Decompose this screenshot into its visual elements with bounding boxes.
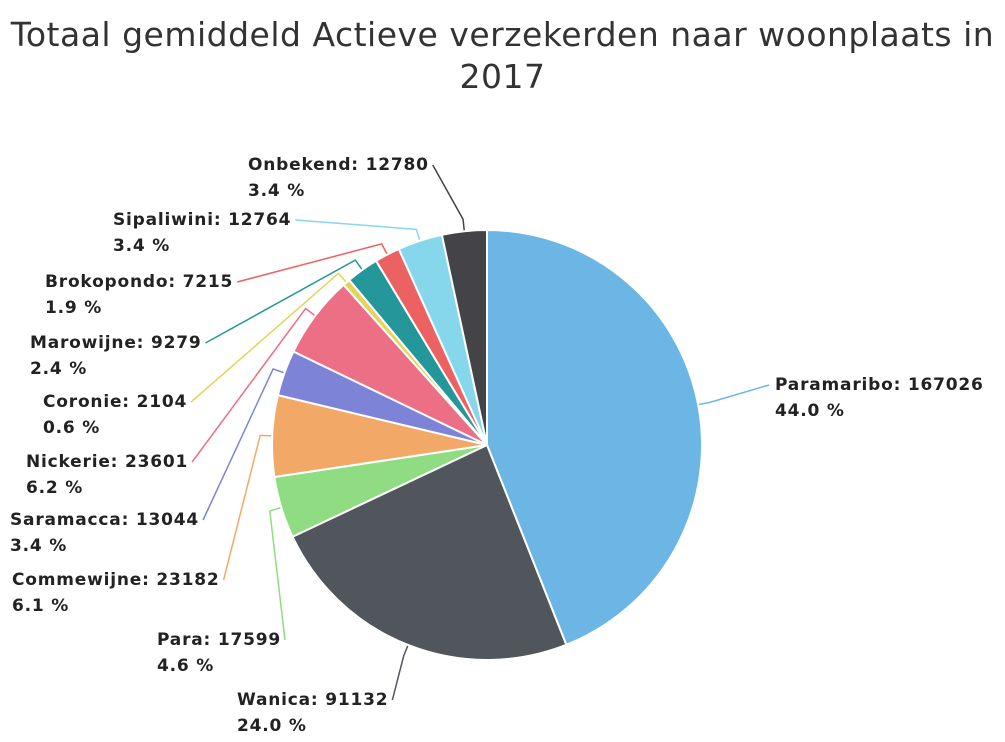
data-label: Onbekend: 12780 [248,155,429,175]
connector [698,384,770,406]
data-label-percent: 6.2 % [26,478,83,498]
pie-slice [440,228,488,446]
connector [222,434,273,581]
data-label-percent: 1.9 % [45,298,102,318]
data-label: Commewijne: 23182 [12,570,220,590]
connector [432,164,466,232]
connector [236,243,388,283]
connector [295,219,421,241]
connector [205,259,363,344]
data-label: Brokopondo: 7215 [45,272,233,292]
data-label-percent: 3.4 % [113,236,170,256]
connector [202,367,285,521]
data-label: Saramacca: 13044 [10,510,199,530]
data-label-percent: 3.4 % [10,536,67,556]
connector [391,644,409,701]
data-label: Sipaliwini: 12764 [113,210,291,230]
connector [190,272,347,403]
data-label-percent: 44.0 % [775,401,845,421]
data-label: Marowijne: 9279 [30,333,201,353]
data-label-percent: 24.0 % [237,716,307,736]
data-label-percent: 3.4 % [248,181,305,201]
pie-slice [291,443,568,661]
data-label-percent: 0.6 % [43,418,100,438]
slices [271,228,703,661]
connectors [190,164,770,701]
data-label-percent: 4.6 % [157,656,214,676]
data-label-percent: 2.4 % [30,359,87,379]
chart-title: Totaal gemiddeld Actieve verzekerden naa… [10,15,995,96]
data-label-percent: 6.1 % [12,596,69,616]
data-label: Wanica: 91132 [237,690,388,710]
data-label: Para: 17599 [157,630,281,650]
pie-slice [486,228,703,647]
data-label: Paramaribo: 167026 [775,375,984,395]
data-label: Nickerie: 23601 [26,452,188,472]
connector [191,307,316,463]
data-label: Coronie: 2104 [43,392,187,412]
connector [268,506,286,641]
